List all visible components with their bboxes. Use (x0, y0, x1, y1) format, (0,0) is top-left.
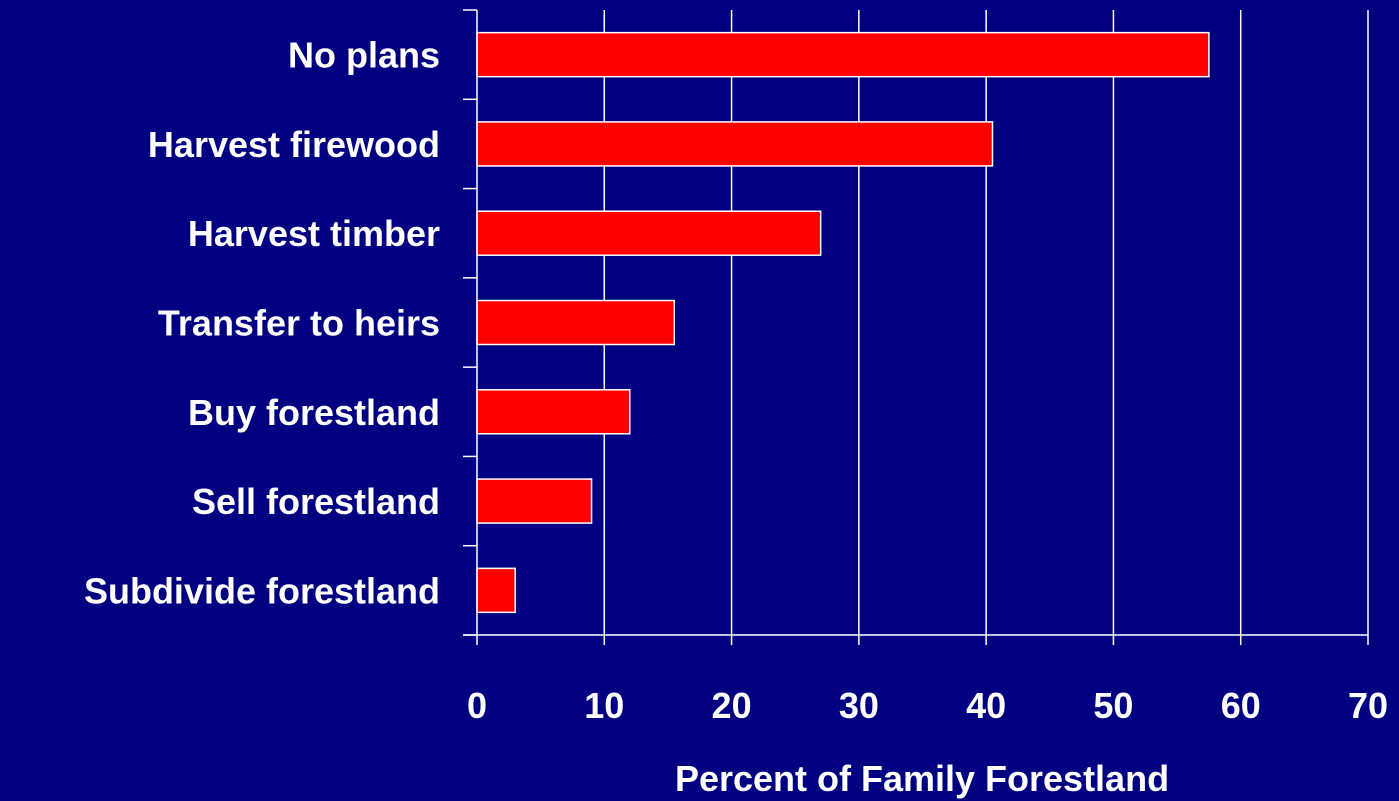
bar-transfer-to-heirs (476, 299, 676, 346)
x-axis-title: Percent of Family Forestland (675, 758, 1169, 799)
gridlines (603, 10, 1369, 635)
category-label-transfer-to-heirs: Transfer to heirs (158, 303, 440, 344)
x-tick-label-50: 50 (1093, 685, 1133, 726)
x-tick-label-60: 60 (1221, 685, 1261, 726)
x-tick-label-40: 40 (966, 685, 1006, 726)
x-tick-label-20: 20 (712, 685, 752, 726)
bar-buy-forestland (476, 389, 631, 435)
x-tick-label-70: 70 (1348, 685, 1388, 726)
bar-sell-forestland (476, 478, 593, 524)
bar-harvest-timber (476, 210, 822, 256)
category-label-harvest-timber: Harvest timber (188, 213, 440, 254)
category-label-buy-forestland: Buy forestland (188, 392, 440, 433)
x-tick-label-10: 10 (584, 685, 624, 726)
axes (463, 9, 1369, 645)
bar-subdivide-forestland (476, 567, 516, 614)
x-tick-label-30: 30 (839, 685, 879, 726)
category-label-no-plans: No plans (288, 35, 440, 76)
category-label-sell-forestland: Sell forestland (192, 481, 440, 522)
category-label-harvest-firewood: Harvest firewood (148, 124, 440, 165)
category-labels: No plans Harvest firewood Harvest timber Tr… (84, 35, 440, 612)
bar-harvest-firewood (476, 121, 994, 167)
bar-no-plans (476, 31, 1210, 78)
bars (476, 31, 1210, 614)
x-tick-label-0: 0 (467, 685, 487, 726)
category-label-subdivide-forestland: Subdivide forestland (84, 570, 440, 611)
x-tick-labels: 0 10 20 30 40 50 60 70 (467, 685, 1388, 726)
